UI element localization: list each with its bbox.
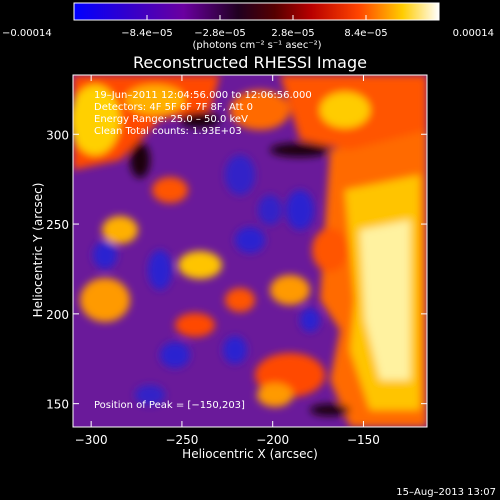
- colorbar-tick-labels: −0.00014 −8.4e−05 −2.8e−05 2.8e−05 8.4e−05 0.…: [2, 28, 494, 39]
- colorbar-tick-label: 2.8e−05: [271, 28, 314, 39]
- x-tick-label: −150: [347, 433, 380, 447]
- x-tick-label: −300: [75, 433, 108, 447]
- colorbar-tick-label: −0.00014: [2, 28, 52, 39]
- y-tick-label: 300: [46, 128, 69, 142]
- annotation-counts: Clean Total counts: 1.93E+03: [94, 126, 242, 137]
- plot-frame: [72, 74, 428, 428]
- colorbar-tick-label: 8.4e−05: [344, 28, 387, 39]
- chart-title: Reconstructed RHESSI Image: [133, 53, 367, 72]
- colorbar-tick-label: −2.8e−05: [194, 28, 246, 39]
- footer-date: 15–Aug–2013 13:07: [396, 487, 496, 498]
- y-axis-label: Heliocentric Y (arcsec): [31, 183, 45, 318]
- annotation-detectors: Detectors: 4F 5F 6F 7F 8F, Att 0: [94, 102, 253, 113]
- annotation-time: 19–Jun–2011 12:04:56.000 to 12:06:56.000: [94, 90, 312, 101]
- annotation-energy: Energy Range: 25.0 – 50.0 keV: [94, 114, 248, 125]
- x-tick-label: −250: [165, 433, 198, 447]
- colorbar-unit-label: (photons cm⁻² s⁻¹ asec⁻²): [192, 40, 321, 51]
- y-axis-ticks: 150 200 250 300: [46, 128, 427, 412]
- x-axis-label: Heliocentric X (arcsec): [182, 447, 318, 461]
- heatmap-image: [73, 75, 427, 427]
- peak-position-label: Position of Peak = [−150,203]: [94, 400, 245, 411]
- annotation-block: 19–Jun–2011 12:04:56.000 to 12:06:56.000…: [94, 90, 312, 137]
- colorbar: [73, 2, 440, 21]
- colorbar-ticks: [73, 15, 440, 20]
- x-tick-label: −200: [256, 433, 289, 447]
- colorbar-tick-label: 0.00014: [453, 28, 494, 39]
- x-axis-ticks: −300 −250 −200 −150: [75, 75, 380, 447]
- y-tick-label: 250: [46, 218, 69, 232]
- y-tick-label: 150: [46, 398, 69, 412]
- y-tick-label: 200: [46, 308, 69, 322]
- colorbar-tick-label: −8.4e−05: [121, 28, 173, 39]
